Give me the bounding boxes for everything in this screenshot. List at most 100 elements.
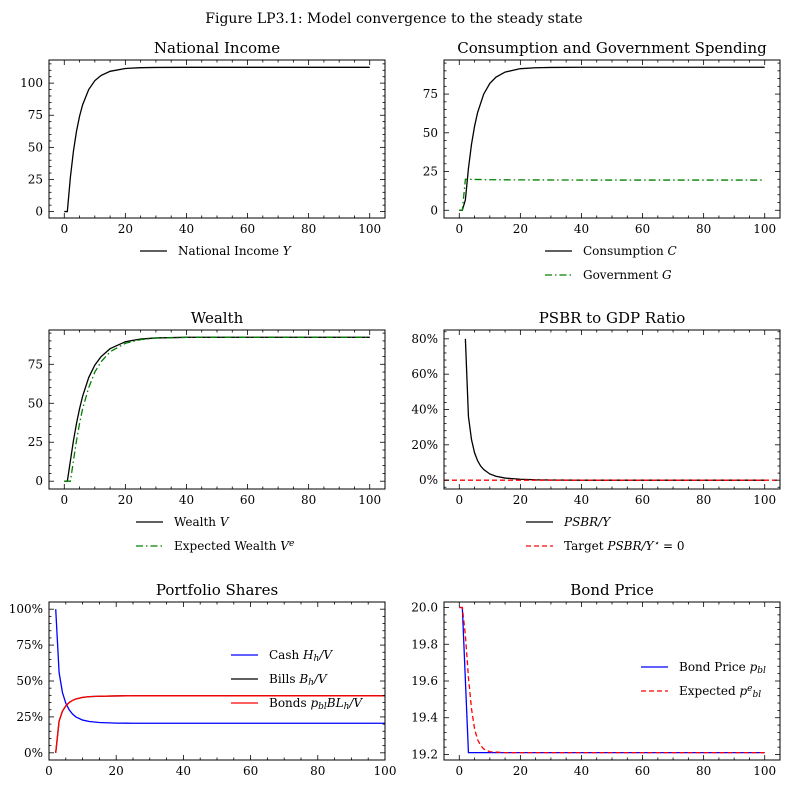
legend-label: National Income Y [178, 244, 292, 258]
y-tick-label: 19.6 [411, 674, 438, 688]
x-tick-label: 20 [513, 493, 528, 507]
legend-label: Target PSBR/Y⋆ = 0 [564, 539, 684, 553]
x-tick-label: 40 [574, 493, 589, 507]
y-tick-label: 0% [24, 746, 43, 760]
x-tick-label: 40 [179, 493, 194, 507]
y-tick-label: 25 [28, 435, 43, 449]
legend-label: Consumption C [583, 244, 677, 258]
x-tick-label: 20 [513, 764, 528, 778]
series-line [459, 606, 765, 754]
legend-label-part: V [280, 539, 290, 553]
legend-label: Wealth V [174, 515, 230, 529]
legend-label-part: H [302, 648, 314, 662]
legend-label-part: Expected [679, 684, 739, 698]
x-tick-label: 80 [696, 222, 711, 236]
legend-label-part: PSBR/Y [606, 539, 654, 553]
y-tick-label: 19.2 [411, 747, 438, 761]
x-tick-label: 20 [513, 222, 528, 236]
chart-psbr: PSBR to GDP Ratio 0 20 40 60 80 100 0% 20% 40% 60%… [411, 309, 781, 553]
x-tick-label: 100 [753, 222, 776, 236]
legend-label: Expected pebl [679, 684, 761, 700]
x-tick-label: 40 [574, 222, 589, 236]
y-tick-label: 75 [28, 108, 43, 122]
series-line [64, 336, 370, 482]
x-tick-label: 20 [118, 222, 133, 236]
series-line [459, 606, 765, 754]
x-tick-label: 0 [60, 222, 68, 236]
legend-label-part: h [344, 702, 350, 712]
legend-label-part: h [314, 654, 320, 664]
legend-label-part: Consumption [583, 244, 668, 258]
legend-label-part: /V [313, 672, 328, 686]
x-tick-label: 100 [358, 493, 381, 507]
legend-label: Bonds pblBLh/V [269, 696, 363, 712]
legend-label-part: ⋆ [654, 539, 660, 549]
plot-frame [48, 329, 386, 490]
x-tick-label: 60 [240, 222, 255, 236]
legend-label-part: e [747, 684, 752, 694]
plot-frame [443, 601, 781, 761]
legend-label-part: Cash [269, 648, 303, 662]
legend-label-part: BL [326, 696, 344, 710]
legend-label-part: Government [583, 268, 662, 282]
x-tick-label: 20 [109, 764, 124, 778]
x-tick-label: 20 [118, 493, 133, 507]
y-tick-label: 100 [20, 76, 43, 90]
plot-frame [48, 601, 386, 761]
y-tick-label: 75 [28, 357, 43, 371]
legend-label-part: p [739, 684, 747, 698]
plot-frame [443, 59, 781, 219]
y-tick-label: 0 [430, 203, 438, 217]
legend-label-part: Bonds [269, 696, 310, 710]
x-tick-label: 100 [753, 493, 776, 507]
x-tick-label: 40 [176, 764, 191, 778]
y-tick-label: 60% [411, 367, 438, 381]
x-tick-label: 100 [358, 222, 381, 236]
y-tick-label: 80% [411, 332, 438, 346]
legend-label-part: e [289, 539, 294, 549]
legend-label-part: /V [318, 648, 333, 662]
legend-label-part: bl [757, 666, 766, 676]
chart-title: Wealth [191, 309, 244, 327]
legend-label-part: Y [283, 244, 292, 258]
y-tick-label: 19.8 [411, 637, 438, 651]
legend-label: PSBR/Y [563, 515, 611, 529]
x-tick-label: 60 [635, 222, 650, 236]
legend-label: Bills Bh/V [269, 672, 328, 688]
legend-label-part: bl [318, 702, 327, 712]
y-tick-label: 25% [16, 710, 43, 724]
y-tick-label: 0 [35, 205, 43, 219]
plot-frame [443, 329, 781, 490]
chart-title: PSBR to GDP Ratio [539, 309, 686, 327]
x-tick-label: 40 [179, 222, 194, 236]
y-tick-label: 50 [28, 396, 43, 410]
y-tick-label: 20% [411, 438, 438, 452]
series-line [64, 66, 370, 213]
chart-cg: Consumption and Government Spending 0 20 40… [423, 39, 781, 282]
series-line [464, 338, 765, 481]
x-tick-label: 0 [455, 764, 463, 778]
legend-label-part: p [750, 660, 758, 674]
legend-label-part: B [298, 672, 308, 686]
series-line [459, 178, 765, 211]
series-line [64, 336, 370, 482]
legend-label-part: p [310, 696, 318, 710]
legend-label-part: Bills [269, 672, 299, 686]
chart-title: Portfolio Shares [156, 581, 278, 599]
x-tick-label: 80 [696, 493, 711, 507]
chart-title: Bond Price [570, 581, 654, 599]
legend-label-part: bl [752, 690, 761, 700]
chart-ps: Portfolio Shares 0 20 40 60 80 100 0% 25% 50% 75% 1… [9, 581, 397, 778]
x-tick-label: 60 [243, 764, 258, 778]
legend-label-part: PSBR/Y [563, 515, 611, 529]
x-tick-label: 100 [753, 764, 776, 778]
y-tick-label: 75 [423, 87, 438, 101]
legend-label-part: Expected Wealth [174, 539, 280, 553]
x-tick-label: 0 [455, 222, 463, 236]
x-tick-label: 60 [240, 493, 255, 507]
x-tick-label: 80 [301, 493, 316, 507]
x-tick-label: 60 [635, 493, 650, 507]
series-line [55, 695, 385, 753]
